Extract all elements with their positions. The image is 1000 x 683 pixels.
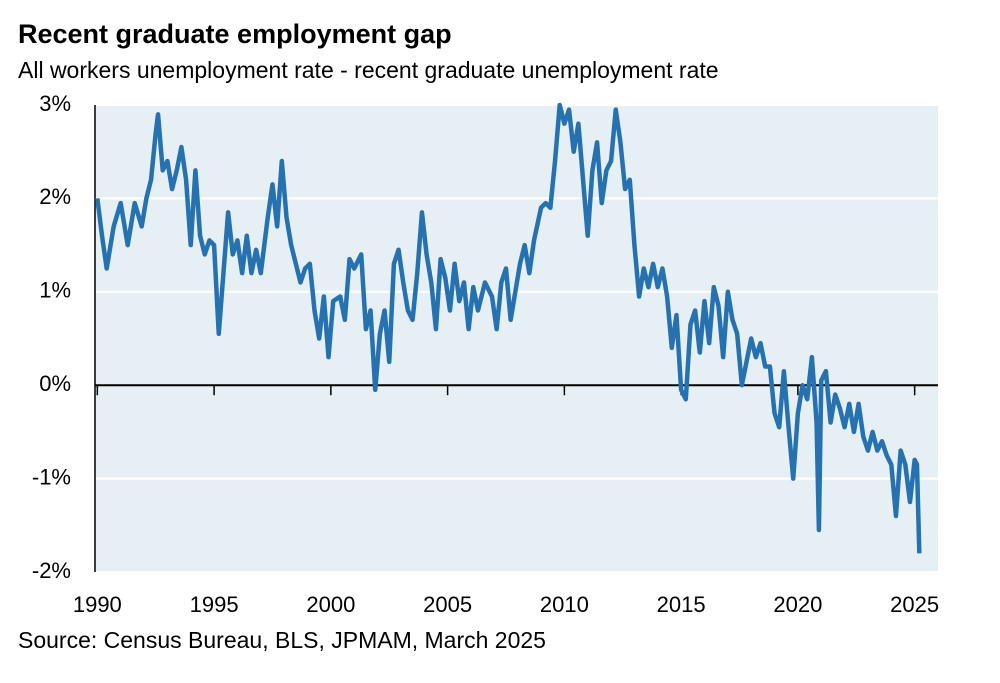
chart-title: Recent graduate employment gap xyxy=(18,19,452,49)
x-tick-label: 2000 xyxy=(306,592,355,617)
data-line xyxy=(95,102,922,554)
x-tick-label: 1990 xyxy=(73,592,122,617)
x-tick-label: 2010 xyxy=(540,592,589,617)
source-note: Source: Census Bureau, BLS, JPMAM, March… xyxy=(18,627,546,653)
y-tick-label: -2% xyxy=(32,558,71,583)
plot-area xyxy=(95,105,938,572)
y-tick-label: -1% xyxy=(32,464,71,489)
x-tick-label: 2015 xyxy=(657,592,706,617)
chart-subtitle: All workers unemployment rate - recent g… xyxy=(18,57,719,83)
x-tick-label: 2025 xyxy=(890,592,939,617)
y-tick-label: 1% xyxy=(39,278,71,303)
y-tick-label: 0% xyxy=(39,371,71,396)
x-tick-label: 2005 xyxy=(423,592,472,617)
y-tick-label: 2% xyxy=(39,184,71,209)
y-tick-label: 3% xyxy=(39,91,71,116)
x-tick-label: 2020 xyxy=(773,592,822,617)
x-tick-label: 1995 xyxy=(190,592,239,617)
